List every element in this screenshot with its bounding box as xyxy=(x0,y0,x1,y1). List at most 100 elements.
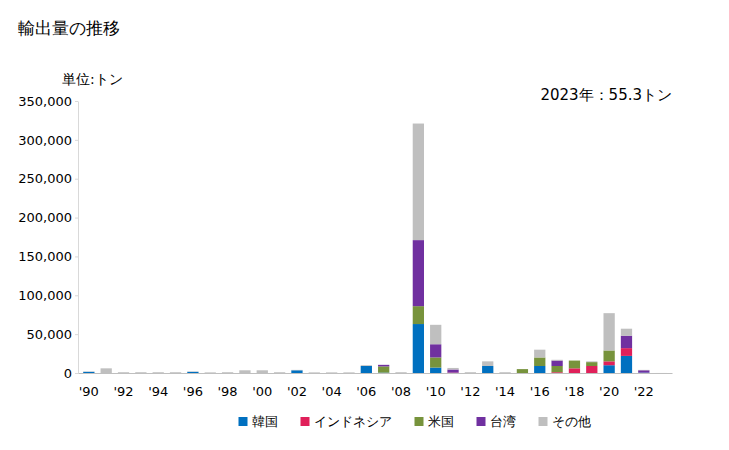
bar xyxy=(465,373,476,374)
bar xyxy=(569,368,580,373)
bar xyxy=(621,329,632,336)
bar xyxy=(603,365,614,373)
bar xyxy=(187,371,198,372)
bar xyxy=(447,370,458,373)
y-tick-mark xyxy=(75,295,78,296)
bar xyxy=(551,366,562,372)
bar xyxy=(274,372,285,373)
legend-label: 米国 xyxy=(428,414,454,429)
bar xyxy=(638,369,649,370)
bar xyxy=(274,373,285,374)
bar xyxy=(361,366,372,367)
bar xyxy=(83,371,94,372)
annotation: 2023年：55.3トン xyxy=(540,86,672,104)
legend-label: 台湾 xyxy=(490,414,516,429)
x-tick: '10 xyxy=(426,373,446,399)
x-tick: '14 xyxy=(495,373,515,399)
bar xyxy=(170,373,181,374)
y-tick: 100,000 xyxy=(18,288,78,303)
bar xyxy=(517,369,528,370)
bar xyxy=(170,372,181,373)
bar xyxy=(465,373,476,374)
bar xyxy=(309,373,320,374)
bar xyxy=(413,306,424,324)
bar xyxy=(205,373,216,374)
y-label: 単位:トン xyxy=(62,71,123,87)
bar xyxy=(430,368,441,373)
bar xyxy=(395,373,406,374)
series xyxy=(83,324,649,373)
bar xyxy=(170,373,181,374)
y-axis: 050,000100,000150,000200,000250,000300,0… xyxy=(18,94,78,381)
x-tick-label: '20 xyxy=(599,384,619,399)
bar xyxy=(153,373,164,374)
y-tick: 350,000 xyxy=(18,94,78,109)
bar xyxy=(361,366,372,367)
bar xyxy=(569,360,580,361)
y-tick-label: 100,000 xyxy=(18,288,72,303)
bar xyxy=(395,373,406,374)
bar xyxy=(343,373,354,374)
bar xyxy=(135,372,146,373)
x-tick: '04 xyxy=(322,373,342,399)
x-axis-line xyxy=(79,373,673,374)
bar xyxy=(118,373,129,374)
bar xyxy=(413,324,424,373)
bar xyxy=(343,372,354,373)
bar xyxy=(621,356,632,373)
bar xyxy=(413,240,424,306)
legend-item: 台湾 xyxy=(477,414,516,429)
x-tick: '08 xyxy=(391,373,411,399)
bar xyxy=(551,361,562,366)
bar xyxy=(291,370,302,373)
bar xyxy=(343,373,354,374)
bar xyxy=(222,373,233,374)
bar xyxy=(118,373,129,374)
y-tick-mark xyxy=(75,140,78,141)
bar xyxy=(153,373,164,374)
bar xyxy=(205,373,216,374)
bar xyxy=(656,373,667,374)
x-tick: '12 xyxy=(460,373,480,399)
bar xyxy=(309,372,320,373)
bar xyxy=(135,373,146,374)
bar xyxy=(499,373,510,374)
x-tick-label: '02 xyxy=(287,384,307,399)
bar xyxy=(499,373,510,374)
x-tick: '06 xyxy=(356,373,376,399)
bar xyxy=(222,373,233,374)
y-tick-mark xyxy=(75,218,78,219)
bar xyxy=(205,372,216,373)
x-tick: '20 xyxy=(599,373,619,399)
x-tick: '90 xyxy=(79,373,99,399)
legend-label: 韓国 xyxy=(252,414,278,429)
bar xyxy=(170,373,181,374)
bar xyxy=(239,370,250,373)
bar xyxy=(118,373,129,374)
bar xyxy=(326,373,337,374)
bar xyxy=(291,369,302,370)
x-tick: '94 xyxy=(148,373,168,399)
bar xyxy=(309,373,320,374)
bar xyxy=(153,372,164,373)
x-tick-label: '18 xyxy=(564,384,584,399)
bar xyxy=(309,373,320,374)
bar xyxy=(395,373,406,374)
bar xyxy=(621,348,632,356)
legend-label: その他 xyxy=(552,414,591,429)
bar xyxy=(118,373,129,374)
series xyxy=(83,124,667,373)
legend-item: インドネシア xyxy=(301,414,392,429)
bar xyxy=(326,373,337,374)
legend: 韓国 インドネシア 米国 台湾 その他 xyxy=(239,414,591,429)
bar xyxy=(378,364,389,365)
bar xyxy=(291,370,302,371)
bar xyxy=(465,372,476,373)
x-tick-label: '90 xyxy=(79,384,99,399)
bar xyxy=(153,373,164,374)
x-tick-label: '16 xyxy=(530,384,550,399)
x-tick: '92 xyxy=(113,373,133,399)
bar xyxy=(222,373,233,374)
bar xyxy=(222,372,233,373)
bar xyxy=(187,371,198,372)
